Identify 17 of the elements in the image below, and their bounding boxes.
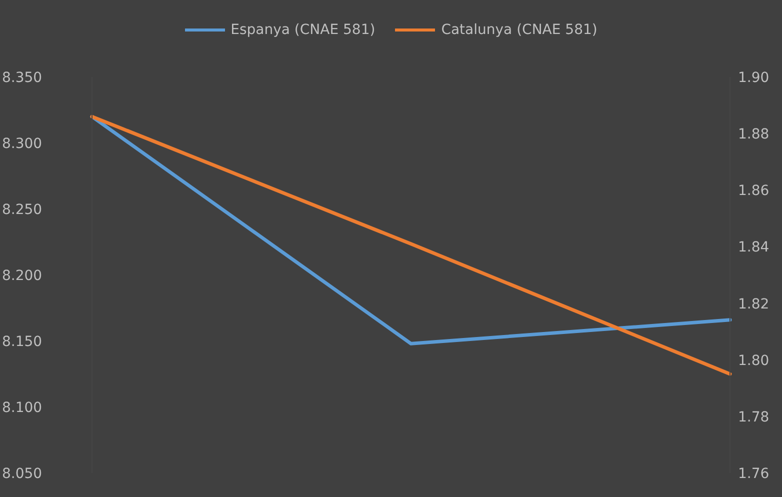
y2-tick-label: 1.86 bbox=[738, 183, 770, 200]
y2-tick-label: 1.84 bbox=[738, 240, 770, 256]
y2-tick-label: 1.82 bbox=[738, 296, 770, 312]
y-tick-label: 8.250 bbox=[2, 202, 42, 218]
y-tick-label: 8.100 bbox=[2, 400, 42, 416]
y-tick-label: 8.200 bbox=[2, 268, 42, 284]
y-tick-label: 8.150 bbox=[2, 334, 42, 350]
y2-tick-label: 1.90 bbox=[738, 70, 770, 86]
y-tick-label: 8.350 bbox=[2, 70, 42, 86]
y-tick-label: 8.300 bbox=[2, 136, 42, 152]
y2-tick-label: 1.80 bbox=[738, 352, 770, 369]
legend-label: Catalunya (CNAE 581) bbox=[441, 22, 598, 38]
legend-label: Espanya (CNAE 581) bbox=[230, 22, 376, 38]
y2-tick-label: 1.78 bbox=[738, 409, 770, 426]
y-tick-label: 8.050 bbox=[2, 466, 42, 482]
y2-tick-label: 1.88 bbox=[738, 126, 770, 143]
y2-tick-label: 1.76 bbox=[738, 466, 770, 482]
